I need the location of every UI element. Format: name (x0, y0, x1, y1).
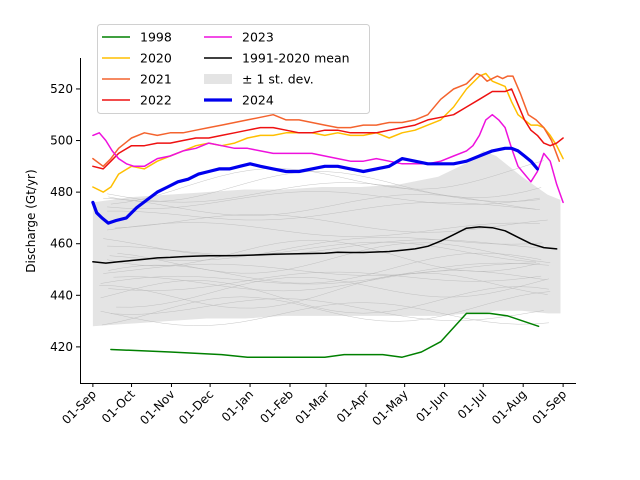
x-tick-label: 01-Aug (489, 387, 529, 427)
series-line-2022 (92, 88, 564, 170)
background-year-line (103, 238, 537, 263)
y-tick-label: 520 (50, 82, 73, 96)
background-year-line (100, 262, 549, 285)
std-dev-band-layer (92, 150, 561, 327)
background-year-line (107, 222, 540, 237)
axes-layer (80, 58, 576, 384)
legend: 1998 2020 2021 2022 2023 1991-2020 mean ± 1 st… (97, 24, 370, 114)
series-line-1991-2020-mean (92, 226, 558, 264)
background-year-line (113, 270, 547, 292)
std-dev-band (92, 150, 561, 327)
background-year-line (109, 236, 543, 261)
x-tick-label: 01-Apr (334, 387, 372, 425)
y-tick-label: 480 (50, 185, 73, 199)
background-years-layer (99, 160, 551, 326)
legend-label-2023: 2023 (242, 30, 274, 45)
x-tick-label: 01-Sep (529, 387, 569, 427)
y-axis-label: Discharge (Gt/yr) (24, 169, 38, 272)
legend-label-2024: 2024 (242, 93, 274, 108)
x-tick-label: 01-Feb (257, 387, 296, 426)
background-year-line (107, 191, 540, 209)
background-year-line (100, 302, 549, 326)
x-tick-label: 01-Nov (137, 387, 177, 427)
x-tick-label: 01-Mar (292, 387, 332, 427)
background-year-line (107, 202, 540, 221)
series-line-1998 (110, 312, 540, 358)
x-tick-label: 01-Jun (413, 387, 450, 424)
background-year-line (110, 298, 544, 321)
background-year-line (103, 194, 537, 216)
y-ticks: 420 440 460 480 500 520 (50, 82, 80, 354)
x-tick-label: 01-Oct (99, 387, 138, 426)
x-tick-label: 01-May (369, 387, 410, 428)
y-tick-label: 460 (50, 237, 73, 251)
x-tick-label: 01-Jan (219, 387, 256, 424)
background-year-line (110, 160, 544, 205)
legend-frame (97, 24, 370, 114)
background-year-line (99, 272, 548, 309)
background-year-line (103, 262, 537, 276)
legend-label-1998: 1998 (140, 30, 172, 45)
y-tick-label: 500 (50, 134, 73, 148)
legend-label-1991-2020-mean: 1991-2020 mean (242, 51, 350, 66)
background-year-line (107, 182, 540, 203)
background-year-line (108, 171, 542, 202)
background-year-line (108, 271, 542, 291)
legend-swatch-1-st-dev (204, 74, 232, 84)
series-line-2024 (91, 146, 539, 225)
series-line-2023 (92, 113, 564, 204)
legend-label-2021: 2021 (140, 72, 172, 87)
x-tick-label: 01-Sep (59, 387, 99, 427)
background-year-line (116, 277, 549, 308)
background-year-line (114, 214, 548, 233)
background-year-line (107, 239, 540, 256)
y-tick-label: 440 (50, 288, 73, 302)
background-year-line (117, 242, 551, 274)
series-layer (91, 72, 564, 358)
background-year-line (108, 252, 542, 284)
background-year-line (100, 280, 549, 314)
legend-label-2020: 2020 (140, 51, 172, 66)
legend-label-2022: 2022 (140, 93, 172, 108)
series-line-2021 (92, 72, 561, 168)
background-year-line (101, 291, 551, 326)
x-tick-label: 01-Dec (176, 387, 216, 427)
x-tick-label: 01-Jul (455, 387, 489, 421)
y-tick-label: 420 (50, 340, 73, 354)
legend-label-1-st-dev: ± 1 st. dev. (242, 72, 314, 87)
